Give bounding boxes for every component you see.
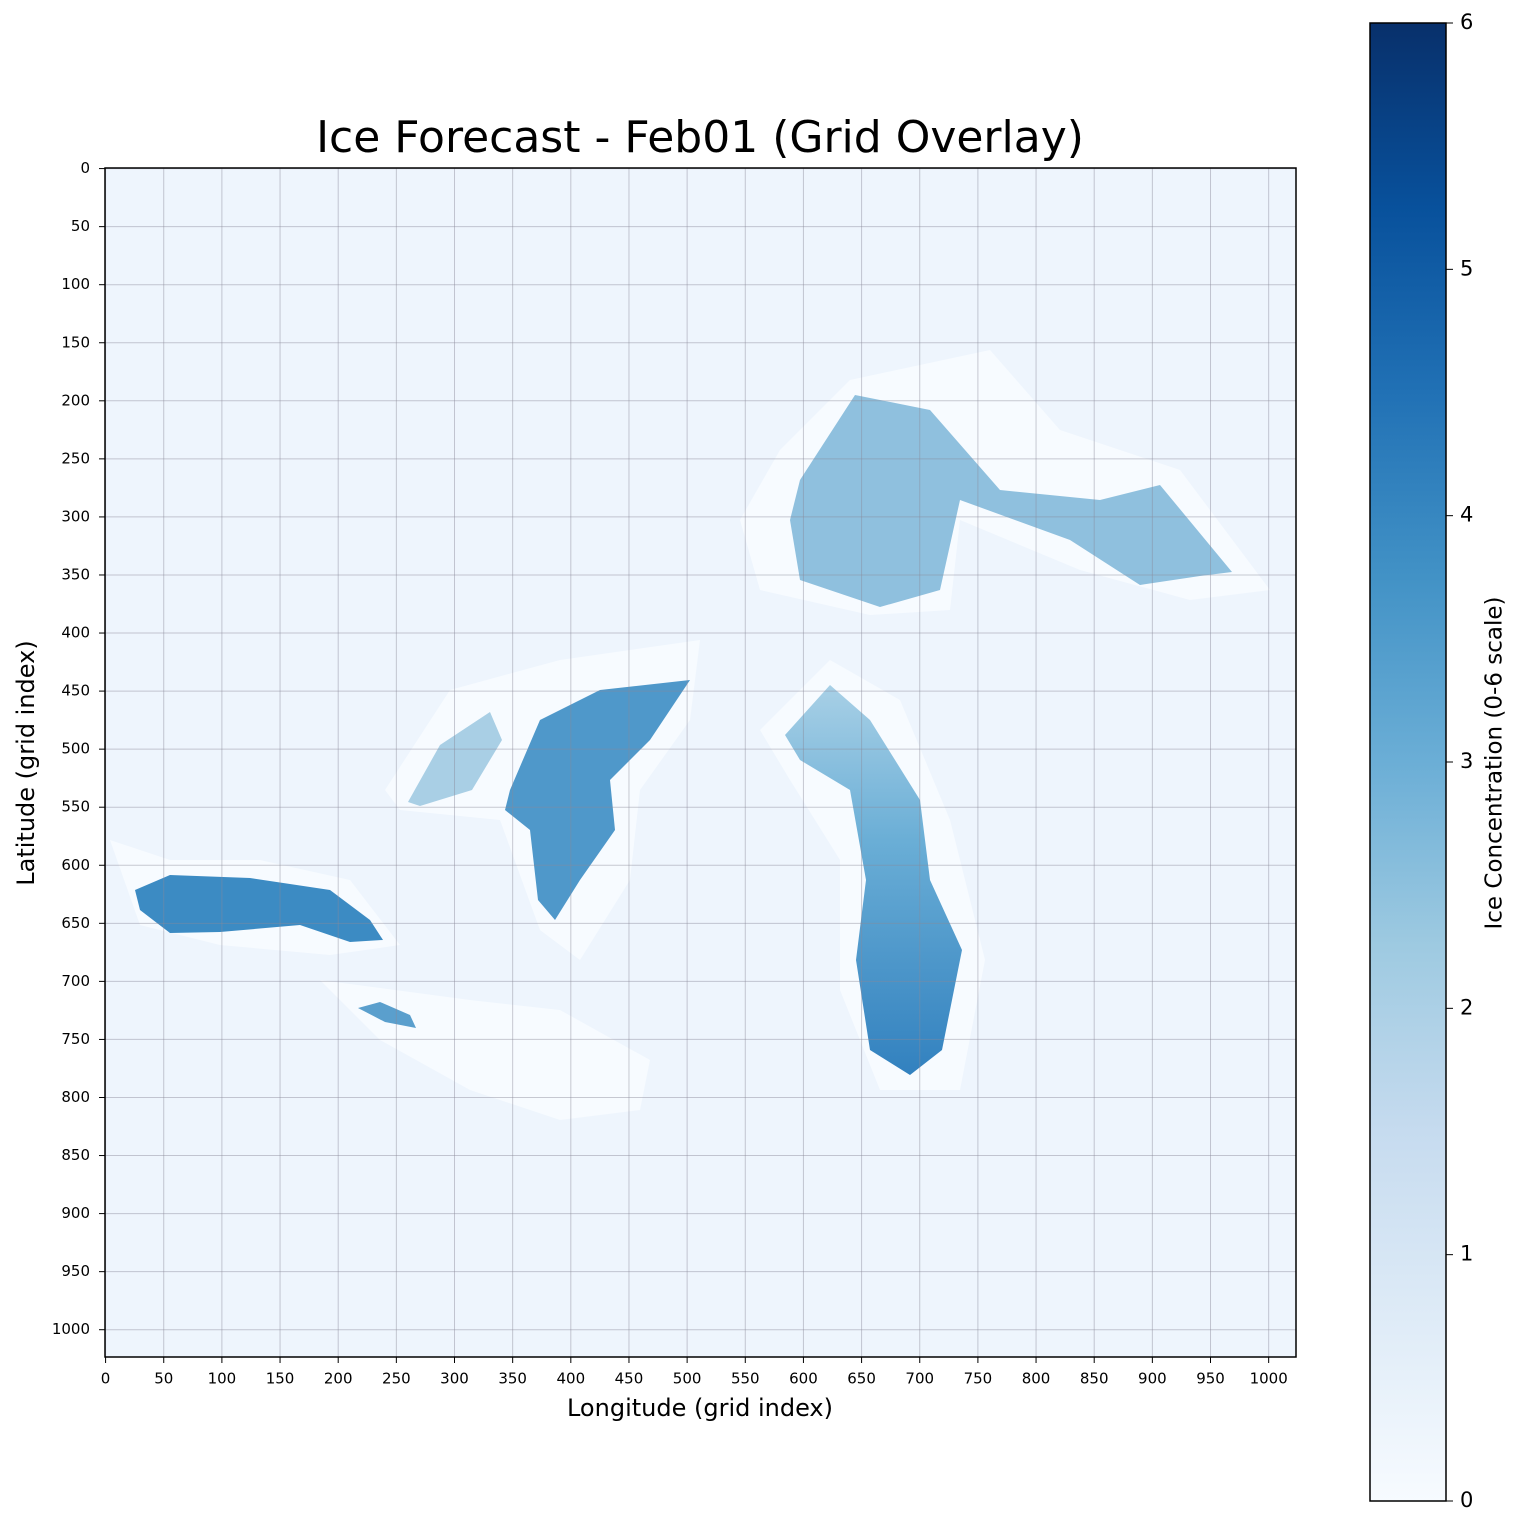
y-tick-label: 850 xyxy=(61,1146,90,1164)
lake-superior xyxy=(790,395,1232,607)
x-tick-label: 750 xyxy=(964,1370,993,1388)
x-tick-label: 400 xyxy=(556,1370,585,1388)
x-tick-label: 550 xyxy=(731,1370,760,1388)
x-tick-label: 300 xyxy=(440,1370,469,1388)
heatmap-image xyxy=(105,168,1296,1357)
x-tick-label: 200 xyxy=(324,1370,353,1388)
lake-huron xyxy=(505,680,690,920)
x-tick-label: 950 xyxy=(1196,1370,1225,1388)
plot-frame xyxy=(104,167,1297,1358)
x-tick-label: 600 xyxy=(789,1370,818,1388)
y-tick-label: 750 xyxy=(61,1030,90,1048)
y-tick-label: 0 xyxy=(80,159,90,177)
y-tick-label: 500 xyxy=(61,740,90,758)
y-tick-label: 50 xyxy=(71,217,90,235)
y-tick-label: 650 xyxy=(61,914,90,932)
x-tick-label: 700 xyxy=(905,1370,934,1388)
y-tick-label: 150 xyxy=(61,333,90,351)
y-tick-label: 350 xyxy=(61,565,90,583)
georgian-bay xyxy=(408,712,502,806)
x-tick-label: 800 xyxy=(1022,1370,1051,1388)
lake-st-clair xyxy=(358,1002,416,1028)
y-tick-label: 900 xyxy=(61,1204,90,1222)
x-tick-label: 650 xyxy=(847,1370,876,1388)
x-axis-label: Longitude (grid index) xyxy=(567,1394,833,1422)
x-tick-label: 350 xyxy=(498,1370,527,1388)
colorbar-tick-label: 4 xyxy=(1460,503,1473,527)
lake-erie xyxy=(135,875,383,942)
x-tick-label: 450 xyxy=(615,1370,644,1388)
y-tick-label: 250 xyxy=(61,449,90,467)
colorbar-tick-label: 0 xyxy=(1460,1488,1473,1512)
x-tick-label: 150 xyxy=(266,1370,295,1388)
x-tick-label: 500 xyxy=(673,1370,702,1388)
y-tick-label: 700 xyxy=(61,972,90,990)
colorbar-tick-label: 2 xyxy=(1460,995,1473,1019)
y-tick-label: 800 xyxy=(61,1088,90,1106)
y-axis-label: Latitude (grid index) xyxy=(12,640,40,885)
colorbar-tick-label: 3 xyxy=(1460,749,1473,773)
y-tick-label: 600 xyxy=(61,856,90,874)
y-tick-label: 550 xyxy=(61,798,90,816)
plot-background xyxy=(105,168,1296,1357)
x-tick-label: 900 xyxy=(1138,1370,1167,1388)
x-tick-label: 250 xyxy=(382,1370,411,1388)
x-tick-label: 0 xyxy=(101,1370,111,1388)
colorbar xyxy=(1369,22,1447,1502)
colorbar-tick-label: 1 xyxy=(1460,1242,1473,1266)
x-tick-label: 100 xyxy=(208,1370,237,1388)
y-tick-label: 300 xyxy=(61,507,90,525)
colorbar-label: Ice Concentration (0-6 scale) xyxy=(1482,597,1508,930)
colorbar-tick-label: 6 xyxy=(1460,10,1473,34)
y-tick-label: 450 xyxy=(61,682,90,700)
y-tick-label: 100 xyxy=(61,275,90,293)
y-tick-label: 1000 xyxy=(52,1320,90,1338)
x-tick-label: 850 xyxy=(1080,1370,1109,1388)
lake-michigan xyxy=(785,685,962,1075)
y-tick-label: 400 xyxy=(61,624,90,642)
chart-title: Ice Forecast - Feb01 (Grid Overlay) xyxy=(316,112,1084,163)
x-tick-label: 50 xyxy=(154,1370,173,1388)
x-tick-label: 1000 xyxy=(1250,1370,1288,1388)
y-tick-label: 200 xyxy=(61,391,90,409)
y-tick-label: 950 xyxy=(61,1262,90,1280)
colorbar-tick-label: 5 xyxy=(1460,256,1473,280)
